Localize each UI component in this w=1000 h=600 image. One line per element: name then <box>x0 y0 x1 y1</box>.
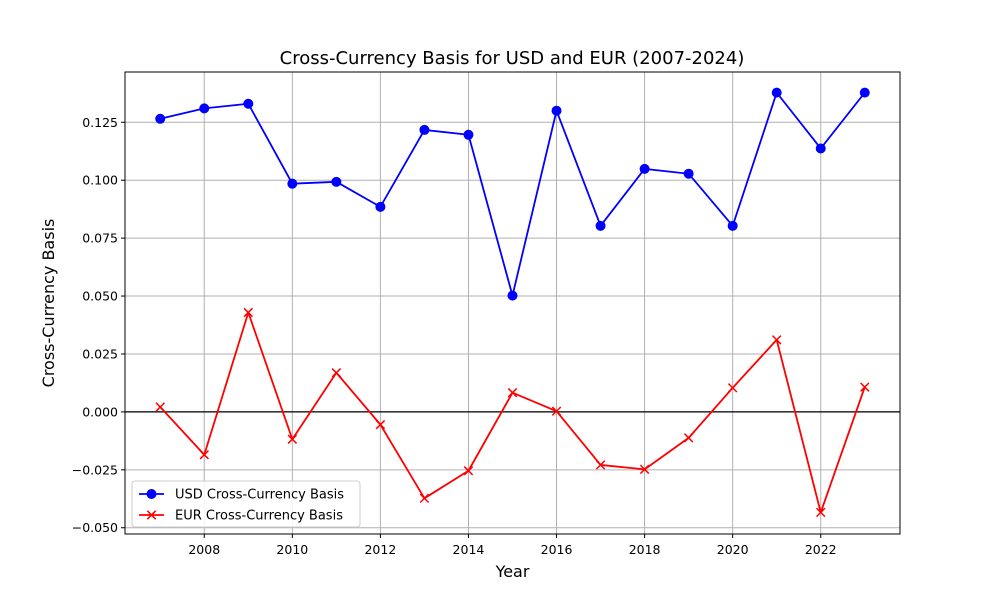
x-marker-stroke <box>463 466 474 476</box>
chart-title: Cross-Currency Basis for USD and EUR (20… <box>280 48 745 69</box>
y-tick-label: 0.000 <box>82 404 118 419</box>
x-marker-stroke <box>595 460 606 470</box>
usd-data-point <box>375 201 386 212</box>
y-tick-label: −0.050 <box>72 520 118 535</box>
eur-data-point <box>639 464 650 475</box>
usd-data-point <box>155 113 166 124</box>
usd-data-point <box>683 168 694 179</box>
x-marker-stroke <box>727 383 738 393</box>
eur-data-point <box>683 433 694 443</box>
usd-data-point <box>287 178 298 189</box>
eur-data-point <box>727 383 738 393</box>
usd-series <box>155 87 870 301</box>
y-axis-label: Cross-Currency Basis <box>39 219 58 388</box>
x-marker-stroke <box>287 434 298 444</box>
y-axis-ticks: −0.050 −0.025 0.000 0.025 0.050 0.075 0.100 0.1… <box>72 115 125 535</box>
usd-data-point <box>331 176 342 187</box>
usd-data-point <box>859 87 870 98</box>
eur-data-point <box>595 460 606 470</box>
eur-data-point <box>816 507 826 518</box>
x-tick-label: 2014 <box>453 542 485 557</box>
x-marker-stroke <box>331 368 342 378</box>
x-marker-stroke <box>146 510 157 520</box>
y-tick-label: 0.050 <box>82 289 118 304</box>
plot-frame <box>124 71 901 535</box>
usd-data-point <box>639 163 650 174</box>
x-marker-stroke <box>243 307 254 318</box>
x-tick-label: 2012 <box>364 542 396 557</box>
legend-entry-usd: USD Cross-Currency Basis <box>139 488 344 503</box>
y-tick-label: 0.025 <box>82 346 118 361</box>
x-marker-stroke <box>683 433 694 443</box>
y-tick-label: 0.125 <box>82 115 118 130</box>
eur-series <box>155 307 870 518</box>
x-marker-stroke <box>816 507 826 518</box>
x-tick-label: 2022 <box>805 542 837 557</box>
x-marker-stroke <box>771 335 782 345</box>
x-marker-stroke <box>860 382 870 392</box>
legend: USD Cross-Currency Basis EUR Cross-Curren… <box>131 480 361 528</box>
x-marker-stroke <box>639 464 650 475</box>
y-tick-label: 0.075 <box>82 231 118 246</box>
legend-label: EUR Cross-Currency Basis <box>175 509 343 524</box>
x-marker-stroke <box>551 406 562 416</box>
legend-swatch-marker <box>146 489 157 499</box>
x-axis-label: Year <box>495 562 530 581</box>
eur-data-point <box>419 493 430 504</box>
x-marker-stroke <box>507 387 518 398</box>
usd-data-point <box>419 124 430 135</box>
x-tick-label: 2010 <box>276 542 308 557</box>
x-tick-label: 2008 <box>188 542 220 557</box>
eur-data-point <box>287 434 298 444</box>
eur-data-point <box>463 466 474 476</box>
usd-data-point <box>507 290 518 301</box>
y-tick-label: 0.100 <box>82 173 118 188</box>
eur-data-point <box>199 450 209 460</box>
eur-data-point <box>551 406 562 416</box>
usd-data-point <box>727 220 738 231</box>
eur-data-point <box>331 368 342 378</box>
eur-data-point <box>155 402 165 412</box>
x-marker-stroke <box>375 419 386 430</box>
eur-data-point <box>860 382 870 392</box>
usd-data-point <box>551 105 562 116</box>
x-marker-stroke <box>419 493 430 504</box>
usd-data-point <box>199 103 210 114</box>
x-tick-label: 2016 <box>541 542 573 557</box>
legend-entry-eur: EUR Cross-Currency Basis <box>139 509 343 524</box>
x-tick-label: 2020 <box>717 542 749 557</box>
x-axis-ticks: 2008 2010 2012 2014 2016 2018 2020 2022 <box>188 534 837 557</box>
legend-label: USD Cross-Currency Basis <box>175 488 344 503</box>
eur-data-point <box>507 387 518 398</box>
eur-data-point <box>771 335 782 345</box>
y-tick-label: −0.025 <box>72 462 118 477</box>
eur-data-point <box>243 307 254 318</box>
usd-data-point <box>243 98 254 109</box>
x-marker-stroke <box>199 450 209 460</box>
eur-data-point <box>375 419 386 430</box>
x-tick-label: 2018 <box>629 542 661 557</box>
legend-swatch-marker <box>146 510 157 520</box>
usd-data-point <box>463 129 474 140</box>
series-layer <box>155 87 870 518</box>
legend-box <box>131 480 361 528</box>
usd-data-point <box>815 143 826 154</box>
usd-data-point <box>595 220 606 231</box>
x-marker-stroke <box>155 402 165 412</box>
usd-data-point <box>771 87 782 98</box>
